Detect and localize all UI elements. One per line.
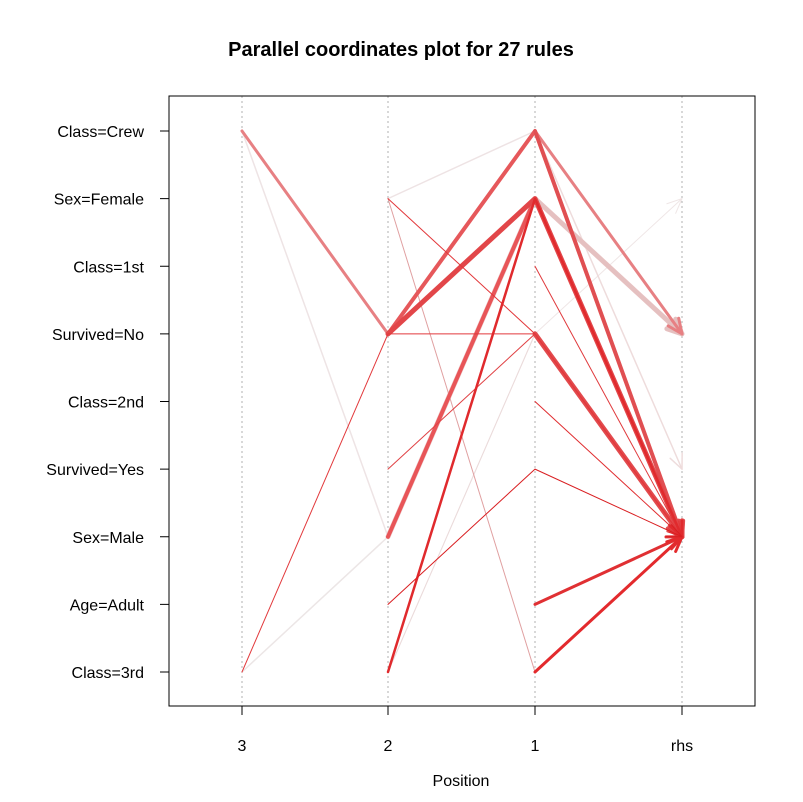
x-tick-label: 3: [238, 738, 247, 755]
x-axis: 3 2 1 rhs: [238, 706, 693, 755]
x-tick-label: 1: [531, 738, 540, 755]
rule-line: [533, 535, 684, 606]
rule-arrowhead: [669, 452, 683, 470]
y-axis: Class=Crew Sex=Female Class=1st Survived=No…: [46, 124, 169, 682]
x-tick-label: 2: [384, 738, 393, 755]
y-tick-label: Sex=Male: [72, 530, 144, 547]
y-tick-label: Sex=Female: [54, 192, 144, 209]
rule-23: [534, 401, 683, 538]
chart-title: Parallel coordinates plot for 27 rules: [228, 39, 574, 61]
rule-21: [533, 535, 684, 606]
y-tick-label: Class=3rd: [72, 665, 144, 682]
rule-arrowhead: [666, 198, 683, 214]
rule-line: [534, 401, 683, 538]
y-tick-label: Class=1st: [73, 259, 144, 276]
rule-line: [534, 265, 683, 538]
y-tick-label: Age=Adult: [70, 597, 145, 614]
rule-line: [533, 129, 684, 539]
rule-arrowhead: [666, 316, 684, 336]
rule-22: [534, 265, 683, 538]
rule-24: [387, 468, 683, 605]
y-tick-label: Survived=No: [52, 327, 144, 344]
rule-arrowhead: [665, 524, 683, 538]
y-tick-label: Class=2nd: [68, 395, 144, 412]
rule-arrows: [240, 129, 686, 674]
rule-line: [386, 197, 684, 674]
y-tick-label: Survived=Yes: [46, 462, 144, 479]
rule-line: [533, 535, 684, 674]
x-axis-label: Position: [433, 773, 490, 790]
rule-20: [533, 535, 684, 674]
rule-line: [534, 130, 683, 470]
rule-1: [533, 129, 685, 539]
x-tick-label: rhs: [671, 738, 693, 755]
rule-4: [534, 130, 683, 470]
rule-line: [387, 468, 683, 605]
rule-line: [387, 198, 683, 538]
y-tick-label: Class=Crew: [57, 124, 144, 141]
